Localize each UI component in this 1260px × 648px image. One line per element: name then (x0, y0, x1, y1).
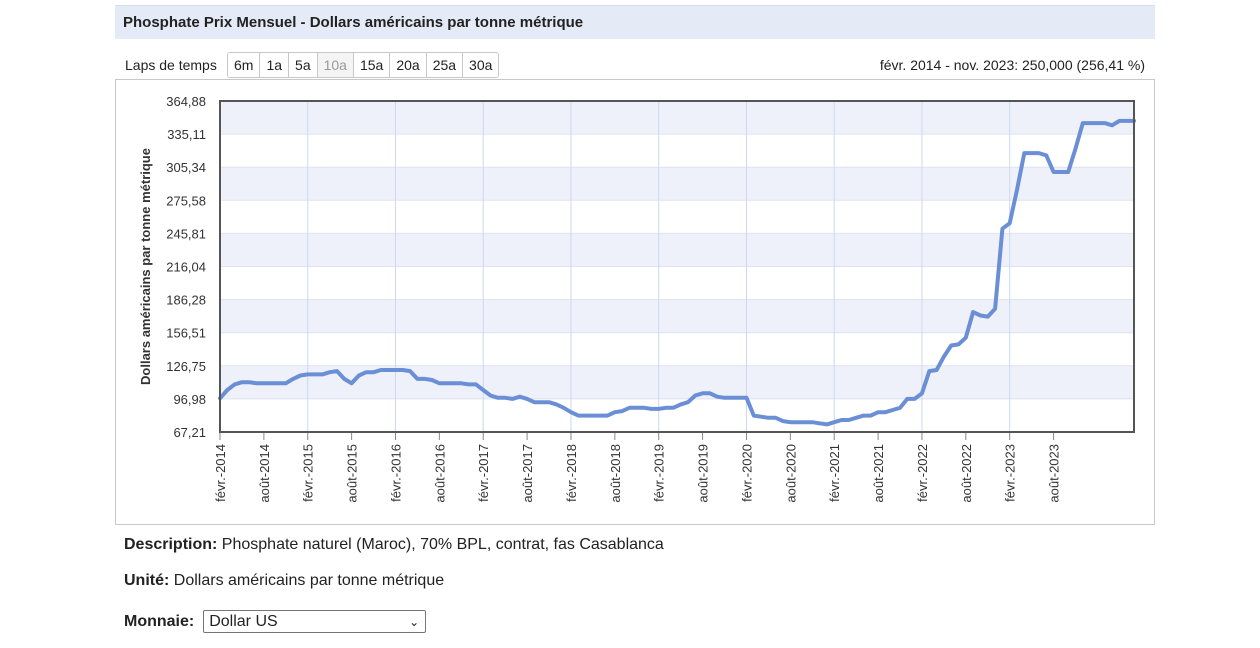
price-chart: 364,88 335,11 305,34 275,58 245,81 216,04 186,… (138, 94, 1136, 503)
plot-band (220, 398, 1134, 432)
range-button-25a[interactable]: 25a (426, 53, 464, 77)
y-tick-label: 305,34 (166, 160, 206, 175)
plot-frame (219, 100, 1135, 433)
currency-label: Monnaie: (124, 612, 195, 630)
chart-container: 364,88 335,11 305,34 275,58 245,81 216,04 186,… (115, 79, 1155, 525)
plot-band (220, 233, 1134, 267)
range-summary: févr. 2014 - nov. 2023: 250,000 (256,41 … (879, 57, 1145, 73)
x-tick-label: févr.-2016 (388, 444, 403, 502)
y-tick-label: 67,21 (173, 425, 206, 440)
plot-band (220, 332, 1134, 366)
range-button-30a[interactable]: 30a (463, 53, 499, 77)
y-tick-label: 335,11 (167, 127, 206, 142)
range-button-20a[interactable]: 20a (390, 53, 427, 77)
x-tick-label: août-2021 (871, 444, 886, 503)
x-tick-label: août-2017 (520, 444, 535, 503)
unit-value: Dollars américains par tonne métrique (173, 572, 445, 589)
x-tick-label: août-2019 (696, 444, 711, 503)
period-label: Laps de temps (125, 57, 217, 73)
x-tick-label: févr.-2020 (739, 444, 754, 502)
y-tick-label: 126,75 (166, 359, 206, 374)
range-toolbar: Laps de temps 6m 1a 5a 10a 15a 20a 25a 3… (115, 52, 1155, 78)
x-tick-label: févr.-2015 (301, 444, 316, 502)
x-tick-label: févr.-2022 (915, 444, 930, 502)
x-tick-label: août-2014 (257, 444, 272, 503)
range-button-6m[interactable]: 6m (228, 53, 261, 77)
x-tick-label: août-2023 (1047, 444, 1062, 503)
x-tick-label: août-2016 (432, 444, 447, 503)
range-button-10a[interactable]: 10a (317, 53, 354, 77)
chart-title: Phosphate Prix Mensuel - Dollars américa… (123, 14, 584, 31)
y-tick-label: 156,51 (166, 326, 206, 341)
plot-band (220, 134, 1134, 168)
plot-band (220, 101, 1134, 135)
currency-select[interactable]: Dollar US ⌄ (203, 610, 427, 633)
x-tick-label: févr.-2017 (476, 444, 491, 502)
unit-row: Unité: Dollars américains par tonne métr… (124, 572, 444, 590)
plot-band (220, 167, 1134, 201)
y-tick-label: 96,98 (173, 392, 206, 407)
y-tick-label: 245,81 (166, 226, 206, 241)
description-row: Description: Phosphate naturel (Maroc), … (124, 536, 664, 554)
range-button-5a[interactable]: 5a (289, 53, 318, 77)
x-tick-label: août-2018 (608, 444, 623, 503)
currency-selected-value: Dollar US (209, 613, 278, 630)
x-tick-label: févr.-2019 (652, 444, 667, 502)
y-tick-label: 186,28 (166, 293, 206, 308)
unit-label: Unité: (124, 572, 170, 589)
plot-band (220, 266, 1134, 300)
x-tick-label: févr.-2021 (827, 444, 842, 502)
chevron-down-icon: ⌄ (409, 615, 420, 629)
description-value: Phosphate naturel (Maroc), 70% BPL, cont… (221, 536, 664, 553)
x-tick-label: août-2015 (345, 444, 360, 503)
y-tick-label: 275,58 (166, 193, 206, 208)
chart-title-bar: Phosphate Prix Mensuel - Dollars américa… (115, 5, 1155, 39)
plot-band (220, 200, 1134, 234)
x-tick-label: févr.-2018 (564, 444, 579, 502)
x-tick-label: févr.-2014 (213, 444, 228, 502)
currency-row: Monnaie: Dollar US ⌄ (124, 610, 427, 633)
plot-bands (220, 100, 1134, 432)
y-tick-label: 364,88 (166, 94, 206, 109)
x-tick-label: août-2022 (959, 444, 974, 503)
x-tick-label: févr.-2023 (1003, 444, 1018, 502)
price-series-line[interactable] (218, 118, 1136, 427)
range-button-1a[interactable]: 1a (260, 53, 290, 77)
plot-band (220, 365, 1134, 399)
y-axis-ticks: 364,88 335,11 305,34 275,58 245,81 216,04 186,… (166, 94, 206, 440)
range-button-15a[interactable]: 15a (353, 53, 391, 77)
description-label: Description: (124, 536, 218, 553)
x-tick-label: août-2020 (783, 444, 798, 503)
y-tick-label: 216,04 (166, 260, 206, 275)
range-button-group: 6m 1a 5a 10a 15a 20a 25a 30a (227, 52, 500, 78)
x-axis-ticks: févr.-2014 août-2014 févr.-2015 août-2015 fé… (213, 432, 1062, 503)
y-axis-label: Dollars américains par tonne métrique (138, 148, 153, 385)
